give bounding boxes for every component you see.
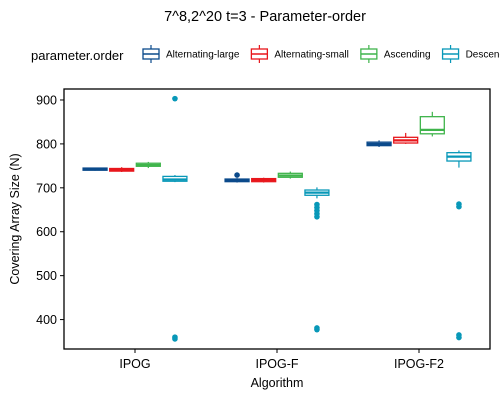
legend-label: Alternating-small: [274, 50, 348, 61]
legend-item-alternating-large: Alternating-large: [142, 45, 240, 63]
box-alternating-small-ipog-f2: [393, 132, 419, 144]
x-axis-title: Algorithm: [251, 376, 304, 390]
legend-label: Alternating-large: [166, 50, 240, 61]
outlier-point: [172, 95, 178, 102]
x-tick-label: IPOG: [119, 357, 150, 371]
outlier-point: [456, 203, 462, 210]
box-descending-ipog-f2: [446, 150, 472, 341]
y-tick-label: 800: [36, 137, 57, 151]
outlier-point: [172, 336, 178, 342]
outlier-point: [314, 214, 320, 220]
outlier-point: [456, 334, 462, 341]
y-tick-label: 600: [36, 225, 57, 239]
legend-label: Descending: [466, 50, 500, 61]
legend-item-descending: Descending: [441, 45, 500, 63]
x-axis: IPOG IPOG-F IPOG-F2: [119, 349, 444, 371]
y-tick-label: 900: [36, 93, 57, 107]
y-tick-label: 400: [36, 313, 57, 327]
y-axis: 400 500 600 700 800 900: [36, 93, 64, 327]
legend-label: Ascending: [384, 50, 431, 61]
box-ascending-ipog-f2: [419, 111, 445, 137]
box-alternating-large-ipog-f2: [366, 140, 392, 147]
plot-panel: [63, 88, 491, 350]
y-axis-title: Covering Array Size (N): [8, 153, 22, 284]
legend-title: parameter.order: [31, 48, 124, 63]
chart-title: 7^8,2^20 t=3 - Parameter-order: [164, 9, 366, 25]
legend-item-alternating-small: Alternating-small: [250, 45, 349, 63]
box-ascending-ipog: [135, 161, 161, 169]
outlier-point: [234, 172, 240, 178]
x-tick-label: IPOG-F: [255, 357, 298, 371]
x-tick-label: IPOG-F2: [394, 357, 444, 371]
box-descending-ipog-f: [304, 187, 330, 333]
legend-item-ascending: Ascending: [360, 45, 431, 63]
legend: parameter.order Alternating-large Alterna…: [31, 45, 500, 63]
box-alternating-small-ipog: [109, 167, 135, 173]
box-body: [419, 116, 445, 135]
box-descending-ipog: [162, 95, 188, 342]
box-alternating-large-ipog: [82, 167, 108, 171]
y-tick-label: 700: [36, 181, 57, 195]
outlier-point: [314, 326, 320, 333]
box-alternating-small-ipog-f: [251, 177, 277, 183]
y-tick-label: 500: [36, 269, 57, 283]
box-ascending-ipog-f: [277, 171, 303, 179]
box-alternating-large-ipog-f: [224, 172, 250, 183]
